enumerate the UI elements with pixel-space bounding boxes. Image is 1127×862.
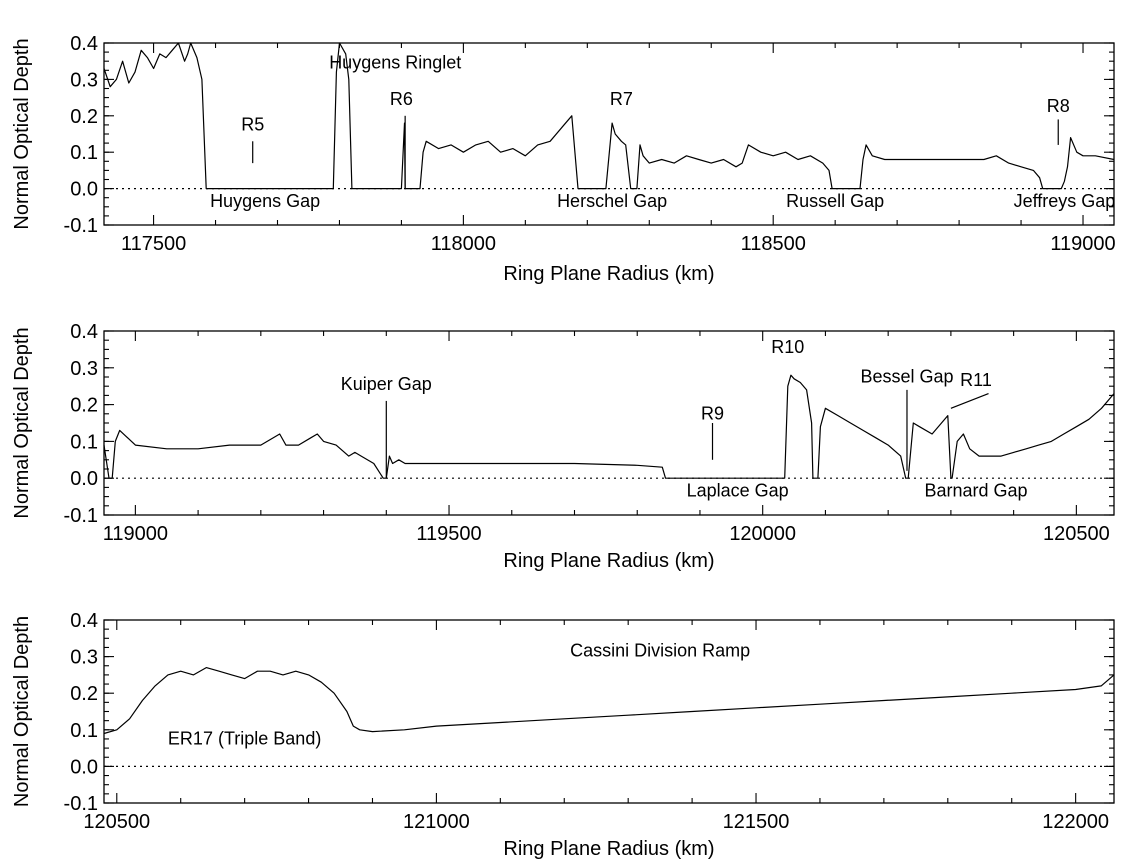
y-tick-label: -0.1	[64, 793, 98, 815]
y-tick-label: 0.0	[70, 756, 98, 778]
annotation-label: Bessel Gap	[860, 367, 953, 387]
annotation-label: R6	[390, 89, 413, 109]
y-tick-label: -0.1	[64, 505, 98, 527]
optical-depth-series	[103, 42, 1115, 190]
x-axis-title: Ring Plane Radius (km)	[503, 550, 714, 572]
annotation-label: R10	[771, 337, 804, 357]
y-axis-title: Normal Optical Depth	[11, 327, 33, 518]
y-tick-label: 0.2	[70, 106, 98, 128]
annotation-label: Russell Gap	[786, 191, 884, 211]
x-tick-label: 121000	[403, 811, 470, 833]
y-tick-label: 0.2	[70, 395, 98, 417]
annotation-label: Jeffreys Gap	[1014, 191, 1116, 211]
y-tick-label: 0.1	[70, 142, 98, 164]
y-tick-label: -0.1	[64, 215, 98, 237]
optical-depth-series	[103, 374, 1115, 479]
x-tick-label: 121500	[723, 811, 790, 833]
annotation-label: R8	[1047, 96, 1070, 116]
chart-panel-1: 117500 118000 118500 119000 -0.1 0.0 0.1 0.2 0.3…	[11, 33, 1116, 285]
x-axis-title: Ring Plane Radius (km)	[503, 263, 714, 285]
y-tick-label: 0.0	[70, 179, 98, 201]
y-tick-label: 0.2	[70, 683, 98, 705]
x-axis-title: Ring Plane Radius (km)	[503, 838, 714, 860]
annotation-label: ER17 (Triple Band)	[168, 728, 321, 748]
annotation-label: R11	[960, 370, 992, 390]
x-tick-label: 118500	[741, 233, 806, 255]
y-tick-label: 0.1	[70, 431, 98, 453]
annotation-label: Huygens Ringlet	[329, 52, 461, 72]
x-tick-label: 117500	[121, 233, 186, 255]
y-axis-title: Normal Optical Depth	[11, 616, 33, 807]
annotation-label: Cassini Division Ramp	[570, 641, 750, 661]
optical-depth-series	[103, 667, 1115, 735]
annotation-label: Kuiper Gap	[341, 374, 432, 394]
x-tick-label: 119000	[1050, 233, 1115, 255]
annotation-label: Laplace Gap	[687, 481, 789, 501]
x-tick-label: 119500	[416, 523, 481, 545]
x-tick-label: 120500	[1043, 523, 1110, 545]
y-tick-label: 0.3	[70, 69, 98, 91]
x-tick-label: 118000	[431, 233, 496, 255]
y-tick-label: 0.0	[70, 468, 98, 490]
chart-panel-2: 119000 119500 120000 120500 -0.1 0.0 0.1 0.2 0.3…	[11, 321, 1115, 572]
annotation-label: R5	[241, 114, 264, 134]
y-tick-label: 0.3	[70, 358, 98, 380]
annotation-label: Huygens Gap	[210, 191, 320, 211]
x-tick-label: 120000	[729, 523, 796, 545]
y-tick-label: 0.3	[70, 647, 98, 669]
y-tick-label: 0.4	[70, 610, 98, 632]
y-axis-title: Normal Optical Depth	[11, 38, 33, 229]
y-tick-label: 0.1	[70, 720, 98, 742]
annotation-label: R9	[701, 403, 724, 423]
annotation-label: Herschel Gap	[557, 191, 667, 211]
y-tick-label: 0.4	[70, 321, 98, 343]
annotation-label: R7	[610, 89, 633, 109]
chart-panel-3: 120500 121000 121500 122000 -0.1 0.0 0.1 0.2 0.3…	[11, 610, 1115, 860]
x-tick-label: 120500	[83, 811, 150, 833]
y-tick-label: 0.4	[70, 33, 98, 55]
annotation-label: Barnard Gap	[924, 481, 1027, 501]
x-tick-label: 119000	[103, 523, 168, 545]
x-tick-label: 122000	[1042, 811, 1109, 833]
annotation-marker-line	[950, 393, 989, 409]
